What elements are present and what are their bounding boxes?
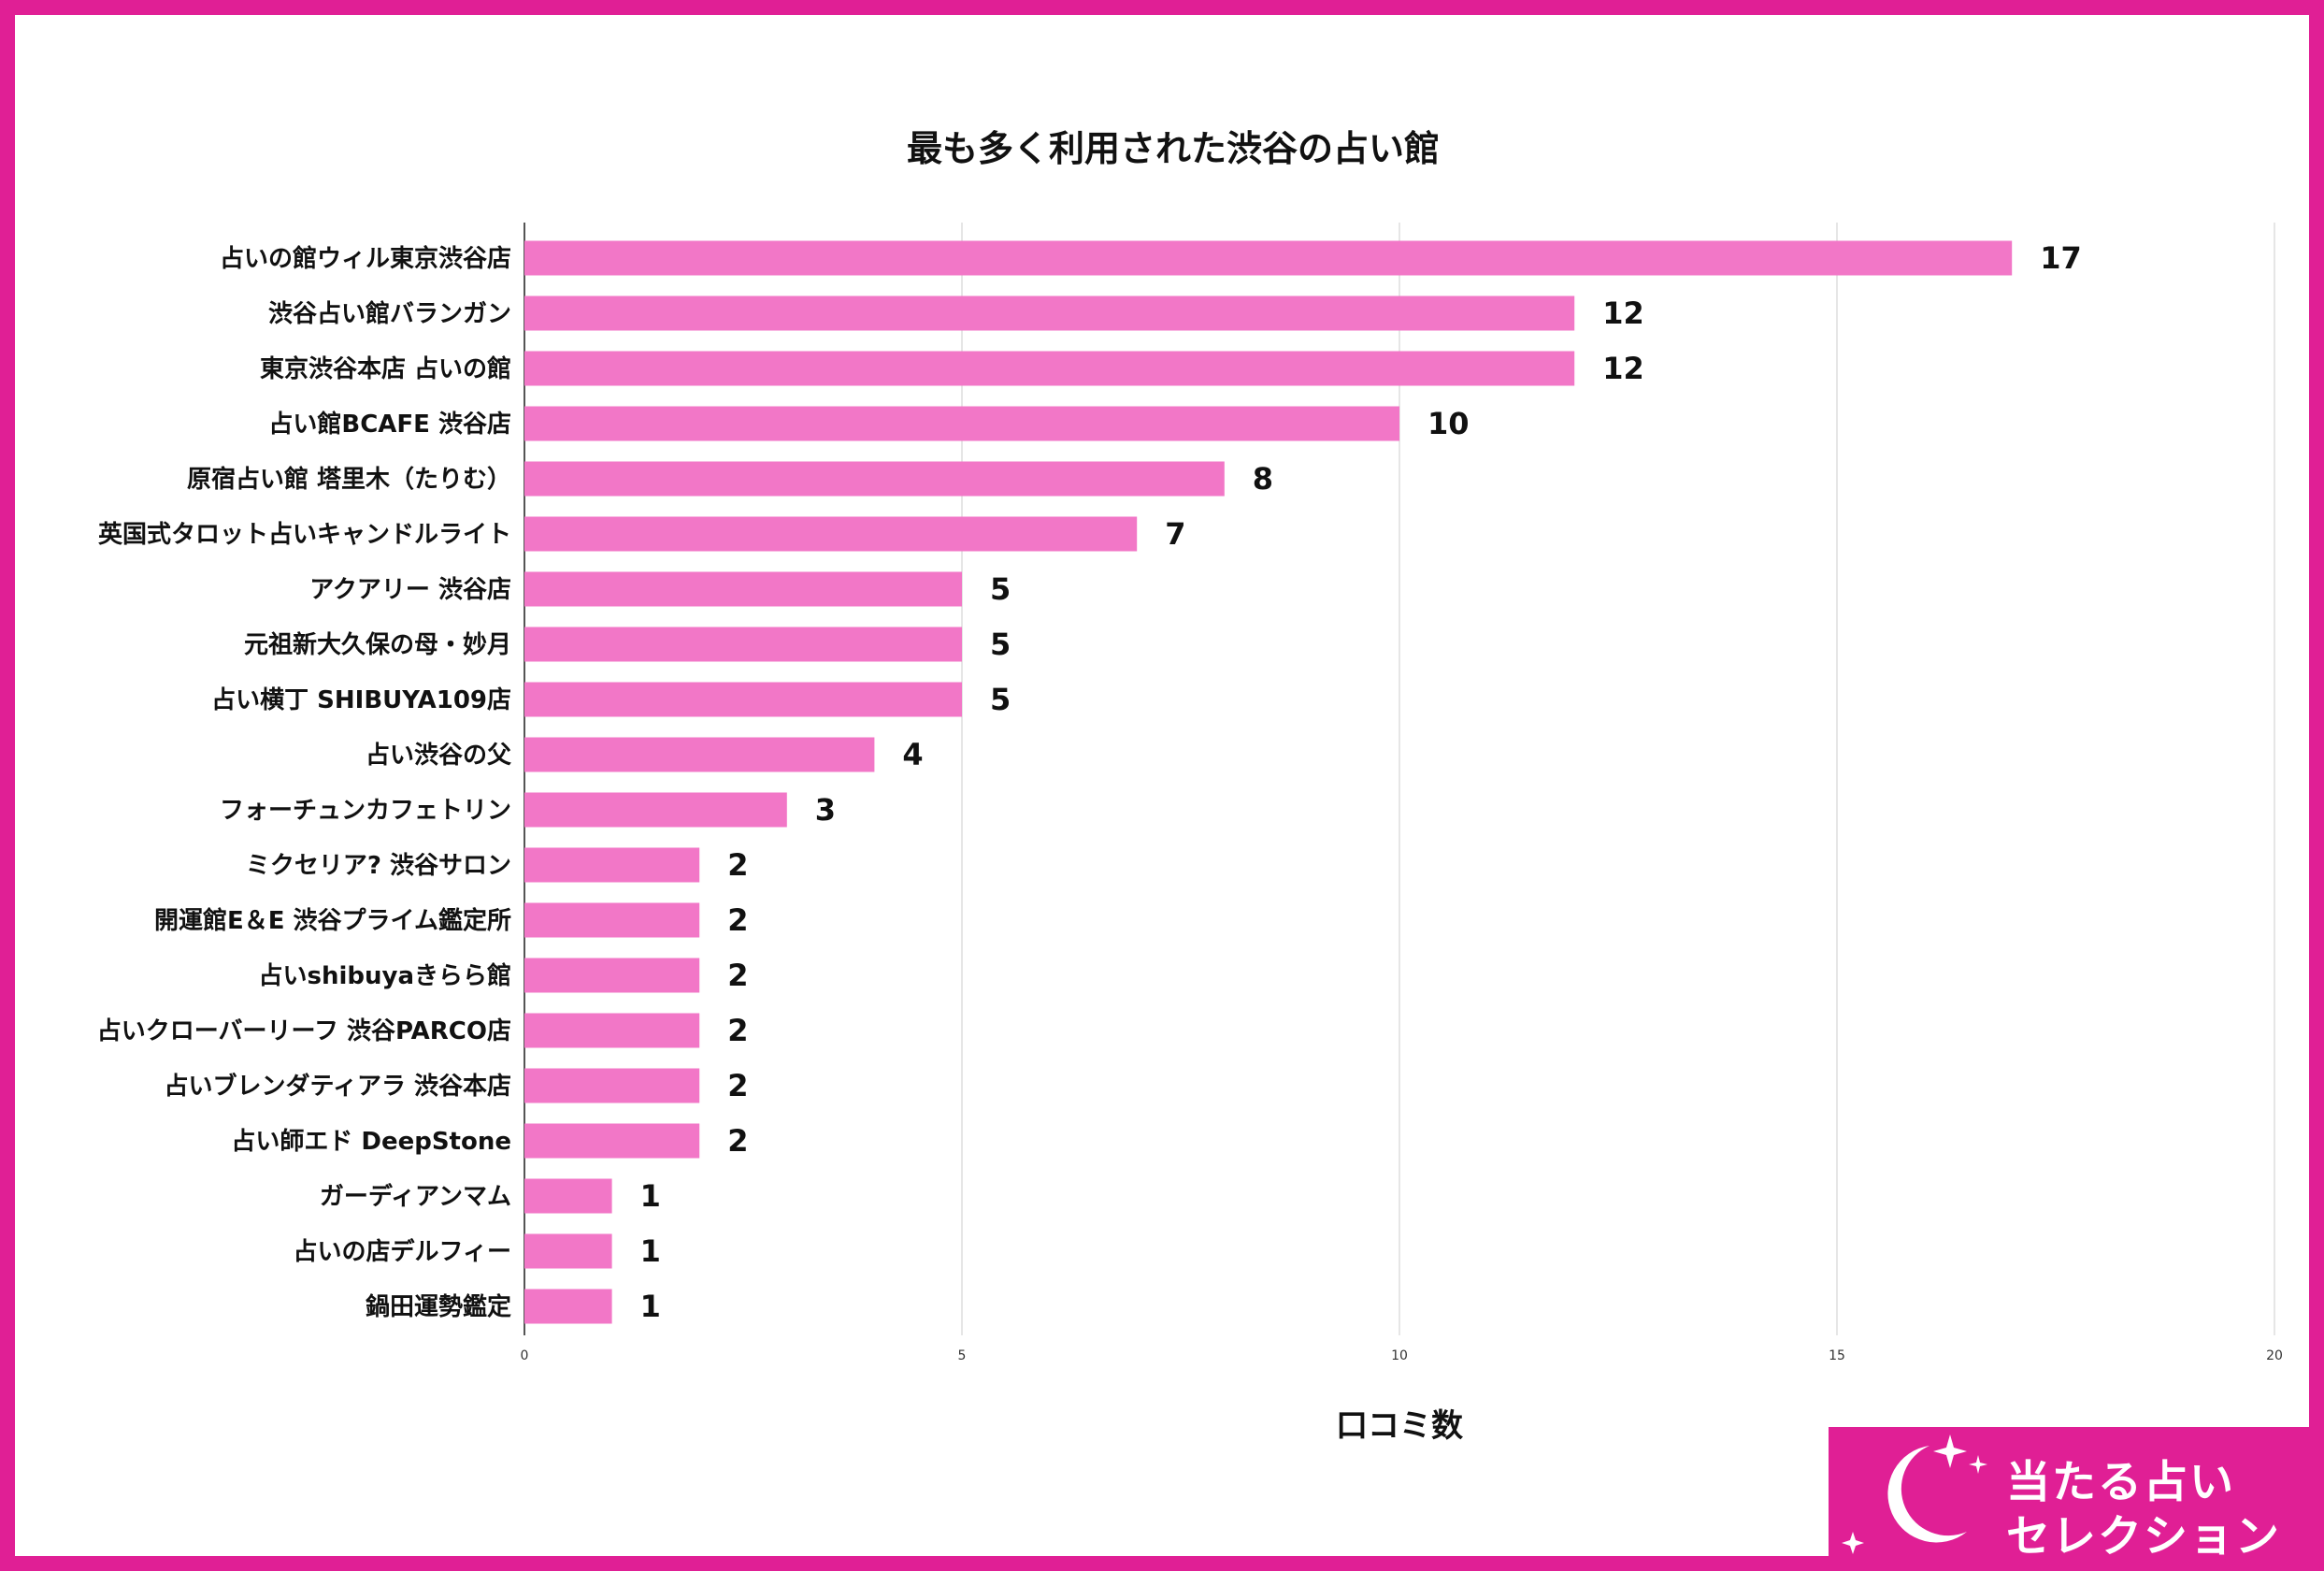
bar: [524, 682, 962, 717]
category-label: 占い横丁 SHIBUYA109店: [211, 686, 511, 714]
category-label: 占いブレンダティアラ 渋谷本店: [165, 1072, 512, 1101]
bar: [524, 406, 1399, 441]
value-label: 3: [815, 792, 836, 828]
crescent-moon-sparkle-icon: [1842, 1434, 1987, 1554]
value-label: 1: [640, 1233, 661, 1269]
value-label: 2: [727, 958, 748, 993]
category-label: 原宿占い館 塔里木（たりむ）: [187, 465, 511, 494]
logo-text-line-1: 当たる占い: [2006, 1457, 2235, 1508]
x-tick-label: 10: [1391, 1348, 1408, 1363]
value-label: 5: [990, 627, 1011, 662]
value-label: 5: [990, 571, 1011, 607]
bar: [524, 461, 1225, 497]
bar: [524, 1233, 612, 1269]
value-label: 17: [2040, 240, 2082, 276]
bar: [524, 1289, 612, 1324]
category-label: 渋谷占い館バランガン: [268, 299, 511, 328]
chart-title: 最も多く利用された渋谷の占い館: [907, 128, 1440, 169]
value-label: 1: [640, 1289, 661, 1324]
category-label: 鍋田運勢鑑定: [366, 1292, 511, 1321]
value-label: 2: [727, 847, 748, 883]
category-label: 占いの店デルフィー: [294, 1237, 511, 1266]
category-label: 英国式タロット占いキャンドルライト: [98, 521, 511, 549]
category-label: 占い渋谷の父: [366, 742, 512, 770]
category-label: 占いshibuyaきらら館: [258, 961, 511, 990]
value-label: 7: [1165, 516, 1185, 552]
value-label: 12: [1602, 295, 1644, 331]
category-label: ミクセリア? 渋谷サロン: [246, 852, 511, 880]
bar: [524, 1068, 700, 1103]
bar: [524, 351, 1575, 386]
category-label: ガーディアンマム: [320, 1182, 511, 1211]
bar: [524, 792, 787, 828]
bar: [524, 240, 2013, 276]
logo-text-line-2: セレクション: [2006, 1511, 2281, 1563]
x-tick-label: 5: [958, 1348, 967, 1363]
value-label: 2: [727, 902, 748, 938]
bar: [524, 627, 962, 662]
value-label: 2: [727, 1123, 748, 1159]
x-tick-label: 20: [2266, 1348, 2283, 1363]
bar: [524, 571, 962, 607]
value-label: 5: [990, 682, 1011, 717]
bar: [524, 1123, 700, 1159]
value-label: 2: [727, 1013, 748, 1048]
category-label: フォーチュンカフェトリン: [220, 797, 511, 825]
x-axis-title: 口コミ数: [1336, 1407, 1463, 1445]
value-label: 10: [1427, 406, 1470, 441]
bar: [524, 958, 700, 993]
bar: [524, 902, 700, 938]
value-label: 2: [727, 1068, 748, 1103]
value-label: 4: [902, 737, 923, 772]
bar: [524, 295, 1575, 331]
category-label: 占いクローバーリーフ 渋谷PARCO店: [97, 1017, 511, 1045]
bar: [524, 737, 875, 772]
category-label: 占いの館ウィル東京渋谷店: [220, 244, 511, 273]
x-tick-labels: 0 5 10 15 20: [521, 1348, 2283, 1363]
value-label: 1: [640, 1178, 661, 1214]
x-tick-label: 0: [521, 1348, 529, 1363]
bar: [524, 1178, 612, 1214]
bar: [524, 847, 700, 883]
bar: [524, 1013, 700, 1048]
category-label: 元祖新大久保の母・妙月: [244, 630, 511, 659]
value-label: 12: [1602, 351, 1644, 386]
category-label: 東京渋谷本店 占いの館: [260, 354, 511, 383]
brand-logo: 当たる占い セレクション: [1829, 1427, 2309, 1563]
value-label: 8: [1253, 461, 1273, 497]
category-label: アクアリー 渋谷店: [309, 576, 511, 604]
bars: [524, 240, 2013, 1324]
category-label: 占い館BCAFE 渋谷店: [268, 410, 511, 439]
value-labels: 17 12 12 10 8 7 5 5 5 4 3 2 2 2 2 2 2 1 1 1: [640, 240, 2082, 1324]
bar: [524, 516, 1138, 552]
gridlines: [524, 223, 2275, 1335]
x-tick-label: 15: [1829, 1348, 1845, 1363]
category-label: 占い師エド DeepStone: [231, 1128, 511, 1156]
category-label: 開運館E＆E 渋谷プライム鑑定所: [154, 906, 511, 935]
